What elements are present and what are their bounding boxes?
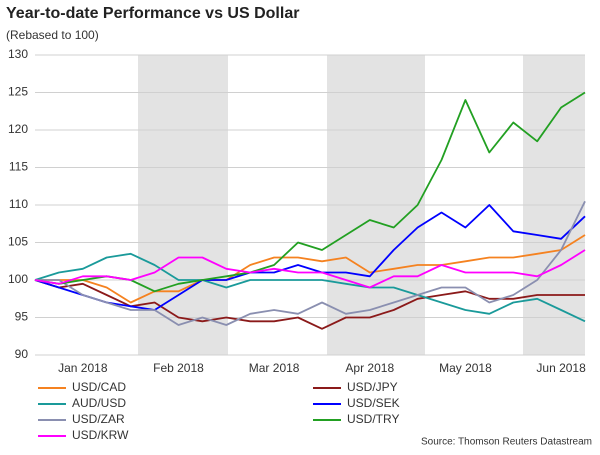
- y-tick-label: 130: [8, 47, 28, 61]
- legend-label: USD/ZAR: [72, 412, 125, 426]
- y-tick-label: 115: [9, 160, 28, 174]
- series-line: [34, 252, 586, 323]
- x-tick-label: Feb 2018: [153, 361, 204, 375]
- y-tick-label: 120: [8, 122, 28, 136]
- y-tick-label: 125: [8, 85, 28, 99]
- legend-label: USD/KRW: [72, 428, 129, 442]
- series-line: [34, 91, 586, 293]
- x-tick-label: Jun 2018: [536, 361, 586, 375]
- x-tick-label: May 2018: [439, 361, 492, 375]
- series-line: [34, 279, 585, 330]
- y-tick-label: 100: [8, 272, 28, 286]
- legend-label: USD/JPY: [347, 380, 398, 394]
- series-line: [34, 249, 586, 289]
- y-tick-label: 105: [8, 235, 28, 249]
- legend-label: USD/CAD: [72, 380, 126, 394]
- legend-label: USD/SEK: [347, 396, 400, 410]
- x-tick-label: Jan 2018: [58, 361, 108, 375]
- series-line: [35, 200, 586, 326]
- y-tick-label: 90: [15, 347, 29, 361]
- chart-title: Year-to-date Performance vs US Dollar: [6, 5, 299, 22]
- chart-subtitle: (Rebased to 100): [6, 28, 99, 42]
- y-tick-label: 95: [15, 310, 29, 324]
- legend-label: AUD/USD: [72, 396, 126, 410]
- series-line: [34, 204, 586, 311]
- legend-label: USD/TRY: [347, 412, 399, 426]
- y-tick-label: 110: [9, 197, 28, 211]
- x-tick-label: Mar 2018: [249, 361, 300, 375]
- source: Source: Thomson Reuters Datastream: [421, 437, 592, 448]
- x-tick-label: Apr 2018: [345, 361, 394, 375]
- series-line: [35, 234, 586, 304]
